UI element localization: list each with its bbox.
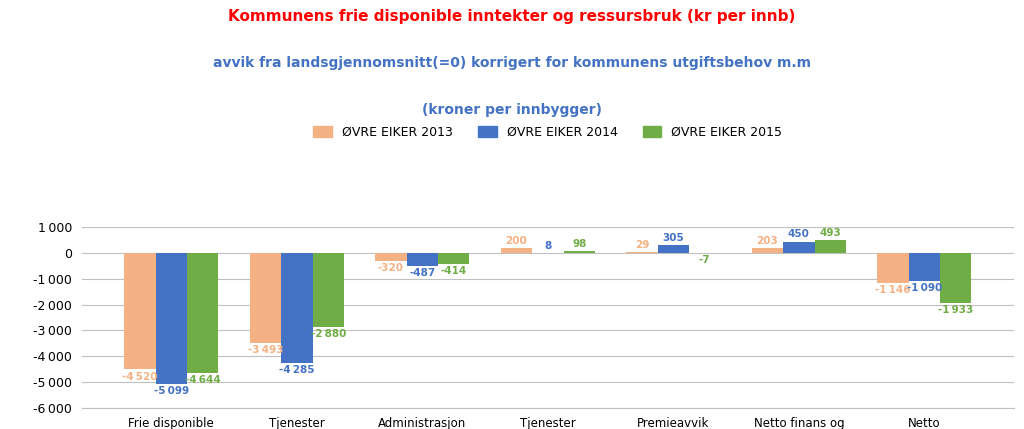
- Text: -3 493: -3 493: [248, 345, 284, 355]
- Bar: [407, 253, 438, 266]
- Text: Kommunens frie disponible inntekter og ressursbruk (kr per innb): Kommunens frie disponible inntekter og r…: [228, 9, 796, 24]
- Text: 98: 98: [572, 239, 587, 248]
- Text: -4 520: -4 520: [122, 372, 158, 381]
- Text: -1 933: -1 933: [938, 305, 974, 315]
- Text: -4 285: -4 285: [280, 366, 314, 375]
- Text: -320: -320: [378, 263, 403, 273]
- Text: avvik fra landsgjennomsnitt(=0) korrigert for kommunens utgiftsbehov m.m: avvik fra landsgjennomsnitt(=0) korriger…: [213, 56, 811, 70]
- Bar: [940, 253, 972, 303]
- Bar: [312, 253, 344, 327]
- Text: -1 090: -1 090: [906, 283, 942, 293]
- Bar: [908, 253, 940, 281]
- Legend: ØVRE EIKER 2013, ØVRE EIKER 2014, ØVRE EIKER 2015: ØVRE EIKER 2013, ØVRE EIKER 2014, ØVRE E…: [309, 122, 786, 142]
- Bar: [657, 245, 689, 253]
- Text: -1 146: -1 146: [876, 285, 910, 295]
- Bar: [563, 251, 595, 253]
- Text: -414: -414: [440, 266, 467, 276]
- Text: -7: -7: [699, 255, 711, 266]
- Text: (kroner per innbygger): (kroner per innbygger): [422, 103, 602, 117]
- Bar: [627, 252, 657, 253]
- Bar: [783, 242, 814, 253]
- Text: 29: 29: [635, 240, 649, 250]
- Bar: [282, 253, 312, 363]
- Text: -487: -487: [410, 268, 435, 278]
- Bar: [375, 253, 407, 261]
- Text: 203: 203: [757, 236, 778, 246]
- Text: -4 644: -4 644: [185, 375, 220, 385]
- Text: -5 099: -5 099: [154, 387, 188, 396]
- Bar: [187, 253, 218, 373]
- Bar: [501, 248, 532, 253]
- Text: 493: 493: [819, 228, 841, 239]
- Text: 8: 8: [544, 241, 552, 251]
- Text: 450: 450: [787, 230, 810, 239]
- Bar: [814, 240, 846, 253]
- Bar: [250, 253, 282, 343]
- Text: 305: 305: [663, 233, 684, 243]
- Text: 200: 200: [506, 236, 527, 246]
- Bar: [878, 253, 908, 283]
- Text: -2 880: -2 880: [310, 329, 346, 339]
- Bar: [156, 253, 187, 384]
- Bar: [124, 253, 156, 369]
- Bar: [438, 253, 469, 264]
- Bar: [752, 248, 783, 253]
